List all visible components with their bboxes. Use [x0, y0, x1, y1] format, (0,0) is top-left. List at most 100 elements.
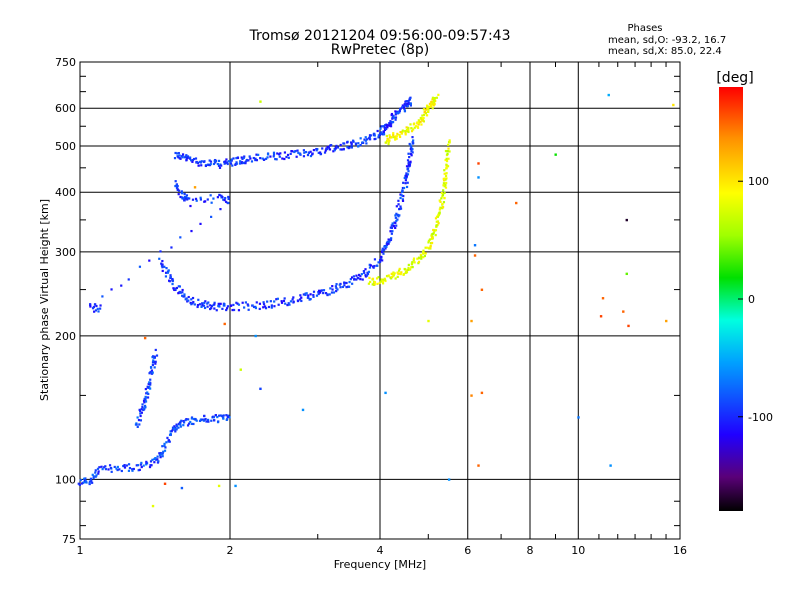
- trace-point: [394, 216, 397, 219]
- trace-point: [405, 174, 408, 177]
- trace-point: [139, 419, 143, 422]
- x-axis-label: Frequency [MHz]: [334, 558, 426, 571]
- trace-point: [404, 182, 407, 185]
- trace-point: [434, 99, 437, 103]
- trace-point: [212, 162, 216, 166]
- trace-point: [299, 294, 302, 297]
- trace-point: [183, 192, 186, 196]
- trace-point: [442, 184, 445, 187]
- trace-point: [382, 278, 385, 281]
- trace-point: [364, 268, 367, 271]
- axis-ticks: 1 2 4 6 8 10 16 75 100 200 300 400 500 600 750: [55, 56, 687, 557]
- trace-point: [405, 104, 408, 107]
- trace-point: [330, 291, 334, 294]
- trace-point: [89, 477, 93, 480]
- trace-point: [166, 271, 169, 274]
- trace-point: [230, 158, 233, 161]
- trace-point: [217, 302, 220, 305]
- trace-point: [286, 303, 289, 307]
- trace-point: [393, 272, 396, 275]
- trace-point: [343, 142, 346, 145]
- trace-point: [150, 369, 153, 372]
- trace-point: [426, 107, 429, 110]
- trace-point: [371, 277, 375, 280]
- trace-point: [409, 147, 412, 150]
- trace-point: [388, 240, 391, 243]
- trace-point: [443, 169, 446, 172]
- trace-point: [400, 194, 403, 197]
- trace-point: [389, 125, 393, 128]
- trace-point: [440, 191, 443, 195]
- trace-point: [444, 158, 447, 162]
- scatter-point: [217, 484, 221, 488]
- trace-point: [298, 152, 301, 156]
- trace-point: [308, 298, 311, 301]
- trace-point: [206, 418, 210, 422]
- trace-point: [169, 276, 172, 279]
- trace-point: [160, 264, 164, 267]
- trace-point: [275, 158, 278, 161]
- trace-point: [401, 198, 404, 201]
- y-tick-label: 75: [62, 533, 76, 546]
- trace-point: [369, 134, 372, 137]
- trace-point: [207, 420, 210, 423]
- trace-point: [364, 136, 367, 139]
- trace-point: [410, 149, 413, 152]
- trace-point: [376, 282, 379, 285]
- trace-point: [180, 419, 183, 422]
- trace-point: [289, 152, 292, 155]
- trace-point: [412, 257, 416, 260]
- trace-point: [210, 307, 213, 310]
- trace-point: [361, 278, 364, 281]
- data-points: [77, 93, 675, 508]
- trace-point: [213, 419, 216, 422]
- trace-point: [373, 132, 376, 136]
- trace-point: [381, 282, 385, 285]
- trace-point: [168, 433, 172, 436]
- trace-point: [214, 160, 217, 163]
- trace-point: [232, 303, 235, 307]
- trace-point: [407, 102, 410, 106]
- trace-point: [357, 142, 360, 145]
- trace-point: [164, 446, 167, 449]
- trace-point: [428, 102, 432, 105]
- trace-point: [292, 296, 295, 299]
- trace-point: [396, 110, 399, 113]
- trace-point: [437, 222, 440, 225]
- trace-point: [437, 93, 440, 96]
- y-tick-label: 300: [55, 246, 76, 259]
- trace-point: [409, 268, 412, 271]
- trace-point: [359, 137, 362, 140]
- trace-point: [184, 418, 187, 422]
- trace-point: [217, 159, 221, 163]
- trace-point: [283, 157, 286, 161]
- trace-point: [93, 303, 97, 306]
- trace-point: [423, 254, 427, 258]
- trace-point: [234, 163, 237, 166]
- trace-point: [250, 160, 254, 163]
- colorbar-tick-label: 0: [748, 293, 755, 306]
- trace-point: [243, 155, 246, 158]
- trace-point: [433, 102, 436, 105]
- trace-point: [420, 123, 423, 126]
- trace-point: [442, 177, 445, 181]
- trace-point: [319, 152, 323, 155]
- trace-point: [384, 141, 387, 144]
- trace-point: [430, 236, 434, 239]
- trace-point: [380, 255, 383, 258]
- trace-point: [185, 159, 188, 162]
- trace-point: [218, 305, 221, 308]
- trace-point: [315, 147, 318, 151]
- trace-point: [184, 195, 188, 199]
- trace-point: [219, 302, 222, 305]
- trace-point: [261, 157, 264, 160]
- trace-point: [396, 132, 399, 135]
- trace-point: [442, 179, 446, 182]
- trace-point: [258, 302, 262, 305]
- trace-point: [405, 100, 408, 103]
- trace-point: [192, 157, 196, 161]
- trace-point: [266, 300, 269, 303]
- trace-point: [215, 309, 218, 312]
- trace-point: [209, 304, 212, 307]
